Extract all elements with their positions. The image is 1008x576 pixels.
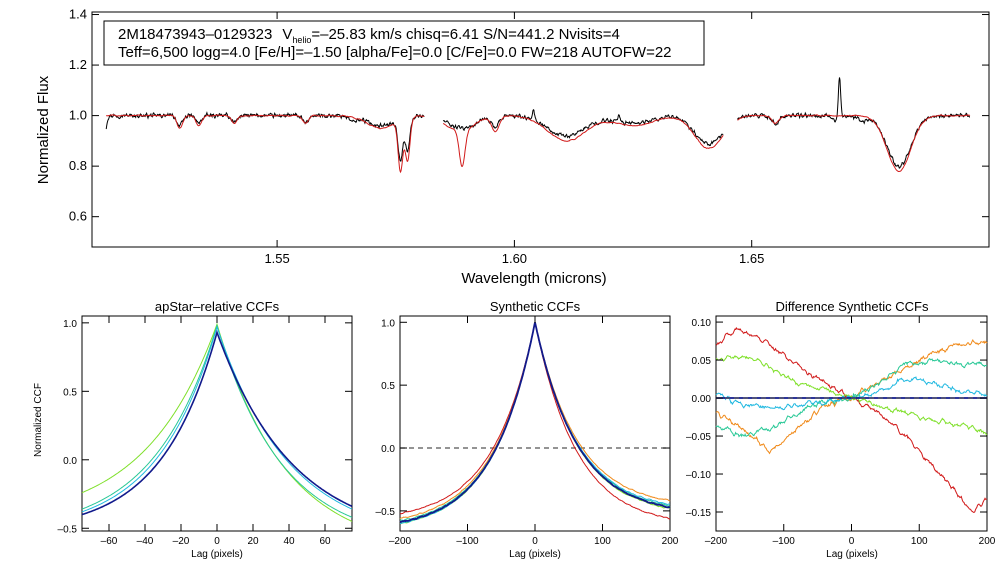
spectrum-x-axis-label: Wavelength (microns) — [461, 270, 606, 287]
apstar-ccf-x-tick-label: –60 — [101, 536, 118, 547]
synthetic-ccf-visit-1 — [399, 322, 671, 520]
difference-ccf-title: Difference Synthetic CCFs — [776, 299, 929, 314]
spectrum-annotation-box — [103, 20, 705, 66]
synthetic-ccf-visit-4 — [399, 322, 671, 521]
synthetic-ccf-x-tick-label: –200 — [389, 536, 412, 547]
apstar-ccf-x-tick-label: 0 — [214, 536, 220, 547]
difference-ccf-red — [715, 326, 988, 513]
synthetic-ccf-y-tick-label: –0.5 — [376, 507, 396, 518]
spectrum-series-observed-chip-3 — [737, 77, 970, 169]
spectrum-x-tick-label: 1.65 — [739, 251, 764, 266]
spectrum-x-tick-label: 1.60 — [502, 251, 527, 266]
difference-ccf-y-tick-label: 0.00 — [692, 394, 712, 405]
apstar-ccf-visit-2 — [81, 323, 353, 518]
apstar-ccf-x-tick-label: –40 — [137, 536, 154, 547]
annotation-line-1: 2M18473943–0129323 Vhelio=–25.83 km/s chi… — [118, 26, 620, 45]
apstar-ccf-y-tick-label: –0.5 — [58, 524, 78, 535]
apstar-ccf-visit-4 — [81, 329, 353, 516]
difference-ccf-y-tick-label: 0.10 — [692, 318, 712, 329]
apstar-ccf-visit-3 — [81, 325, 353, 513]
apstar-ccf-panel: apStar–relative CCFs –0.5 0.0 0.5 1.0 –60 –4… — [33, 299, 353, 560]
apstar-ccf-y-tick-label: 0.0 — [63, 456, 77, 467]
difference-ccf-y-tick-label: –0.15 — [686, 508, 711, 519]
apstar-ccf-x-tick-label: 20 — [247, 536, 259, 547]
synthetic-ccf-x-axis-label: Lag (pixels) — [509, 549, 561, 560]
synthetic-ccf-visit-2 — [399, 322, 671, 520]
difference-ccf-x-tick-label: –200 — [705, 536, 728, 547]
spectrum-y-tick-label: 0.6 — [69, 209, 87, 224]
apstar-ccf-x-tick-label: 40 — [283, 536, 295, 547]
apstar-ccf-axes-frame — [81, 315, 353, 532]
synthetic-ccf-y-tick-label: 0.5 — [381, 381, 395, 392]
annotation-v-symbol: V — [282, 26, 292, 43]
spectrum-series-observed-chip-1 — [105, 111, 425, 162]
spectrum-series-observed-chip-2 — [442, 108, 724, 147]
difference-ccf-panel: Difference Synthetic CCFs –0.15 –0.10 –0.0… — [686, 299, 996, 560]
synthetic-ccf-x-tick-label: 200 — [662, 536, 679, 547]
apstar-ccf-y-axis-label: Normalized CCF — [33, 383, 44, 457]
apstar-ccf-x-tick-label: 60 — [319, 536, 331, 547]
annotation-v-subscript: helio — [292, 35, 311, 45]
apstar-ccf-title: apStar–relative CCFs — [155, 299, 280, 314]
spectrum-series-synthetic-model-chip-1 — [106, 114, 425, 174]
spectrum-axes-frame — [91, 11, 990, 248]
spectrum-y-axis-label: Normalized Flux — [35, 75, 52, 184]
synthetic-ccf-y-tick-label: 0.0 — [381, 444, 395, 455]
apstar-ccf-y-tick-label: 0.5 — [63, 387, 77, 398]
synthetic-ccf-axes-frame — [399, 315, 671, 532]
apstar-ccf-visit-1 — [81, 322, 353, 522]
difference-ccf-x-axis-label: Lag (pixels) — [826, 549, 878, 560]
spectrum-y-tick-label: 1.0 — [69, 108, 87, 123]
difference-ccf-x-tick-label: 200 — [979, 536, 996, 547]
apstar-ccf-y-tick-label: 1.0 — [63, 319, 77, 330]
synthetic-ccf-x-tick-label: 0 — [532, 536, 538, 547]
spectrum-y-tick-label: 1.2 — [69, 57, 87, 72]
spectrum-y-tick-label: 0.8 — [69, 158, 87, 173]
spectrum-series-synthetic-model-chip-3 — [737, 114, 971, 173]
synthetic-ccf-x-tick-label: 100 — [594, 536, 611, 547]
annotation-stats: =–25.83 km/s chisq=6.41 S/N=441.2 Nvisit… — [311, 26, 620, 43]
difference-ccf-cyan — [715, 376, 988, 411]
difference-ccf-x-tick-label: –100 — [773, 536, 796, 547]
synthetic-ccf-panel: Synthetic CCFs –0.5 0.0 0.5 1.0 –200 –100 0 10… — [376, 299, 679, 560]
apstar-ccf-x-tick-label: –20 — [173, 536, 190, 547]
difference-ccf-x-tick-label: 100 — [911, 536, 928, 547]
synthetic-ccf-title: Synthetic CCFs — [490, 299, 581, 314]
synthetic-ccf-x-tick-label: –100 — [456, 536, 479, 547]
spectrum-y-tick-label: 1.4 — [69, 7, 87, 22]
spectrum-x-tick-label: 1.55 — [264, 251, 289, 266]
difference-ccf-x-tick-label: 0 — [849, 536, 855, 547]
difference-ccf-y-tick-label: –0.05 — [686, 432, 711, 443]
apstar-ccf-x-axis-label: Lag (pixels) — [191, 549, 243, 560]
annotation-object-id: 2M18473943–0129323 — [118, 26, 272, 43]
spectrum-panel: 0.6 0.8 1.0 1.2 1.4 1.55 1.60 1.65 Normalized … — [35, 7, 990, 287]
difference-ccf-green — [715, 355, 988, 436]
difference-ccf-y-tick-label: 0.05 — [692, 356, 712, 367]
synthetic-ccf-y-tick-label: 1.0 — [381, 318, 395, 329]
difference-ccf-y-tick-label: –0.10 — [686, 470, 711, 481]
spectrum-series-synthetic-model-chip-2 — [442, 115, 724, 167]
annotation-line-2: Teff=6,500 logg=4.0 [Fe/H]=–1.50 [alpha/… — [118, 44, 672, 61]
